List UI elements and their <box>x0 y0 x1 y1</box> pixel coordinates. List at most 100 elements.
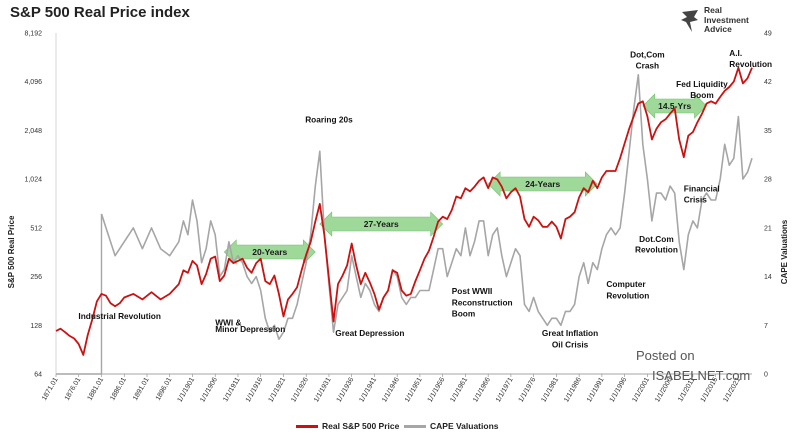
y2-tick-label: 7 <box>764 323 768 330</box>
annotation-label: Great Depression <box>335 328 404 338</box>
annotation-label: Dot,Com <box>630 49 665 59</box>
annotation-label: Revolution <box>635 245 678 255</box>
y2-tick-label: 49 <box>764 31 772 38</box>
annotation-label: Financial <box>684 183 720 193</box>
period-arrow <box>223 239 316 265</box>
watermark-line-1: Posted on <box>636 348 695 363</box>
legend-item-price: Real S&P 500 Price <box>296 421 399 431</box>
legend-label-cape: CAPE Valuations <box>430 421 499 431</box>
x-tick-label: 1/1/1926 <box>290 376 310 403</box>
x-tick-label: 1/1/1906 <box>199 376 219 403</box>
logo-line-3: Advice <box>704 24 732 34</box>
x-tick-label: 1/1/1931 <box>313 376 333 403</box>
legend-item-cape: CAPE Valuations <box>404 421 499 431</box>
y-tick-label: 1,024 <box>24 177 42 184</box>
annotation-label: Boom <box>690 90 714 100</box>
y2-axis-title: CAPE Valuations <box>780 219 789 284</box>
annotation-label: Computer <box>606 279 646 289</box>
annotation-label: Crisis <box>684 194 707 204</box>
y-axis-left: 64 128 256 512 1,024 2,048 4,096 8,192 <box>24 31 42 379</box>
legend-swatch-cape <box>404 424 426 428</box>
x-tick-label: 1/1/1996 <box>609 376 629 403</box>
x-tick-label: 1/1/1986 <box>563 376 583 403</box>
y-tick-label: 256 <box>30 274 42 281</box>
y-axis-right: 0 7 14 21 28 35 42 49 <box>764 31 772 379</box>
period-arrow-label: 24-Years <box>525 179 560 189</box>
legend-label-price: Real S&P 500 Price <box>322 421 400 431</box>
y-tick-label: 8,192 <box>24 31 42 38</box>
logo-line-2: Investment <box>704 14 749 25</box>
annotation-label: Minor Depression <box>215 324 285 334</box>
annotation-label: Dot.Com <box>639 234 674 244</box>
annotation-label: Revolution <box>729 59 772 69</box>
period-arrow <box>487 171 598 197</box>
watermark-line-2: ISABELNET.com <box>652 368 750 383</box>
annotation-label: Great Inflation <box>542 328 598 338</box>
annotation-label: Reconstruction <box>452 297 513 307</box>
period-arrow-label: 20-Years <box>252 247 287 257</box>
annotation-label: Industrial Revolution <box>78 311 161 321</box>
grid-layer <box>55 33 752 375</box>
x-tick-label: 1891.01 <box>132 376 151 402</box>
y-tick-label: 4,096 <box>24 79 42 86</box>
x-tick-label: 1/1/1961 <box>449 376 469 403</box>
y2-tick-label: 35 <box>764 128 772 135</box>
annotation-label: A.I. <box>729 48 742 58</box>
eagle-logo-icon <box>681 10 698 32</box>
annotation-label: Roaring 20s <box>305 114 353 124</box>
x-tick-label: 1896.01 <box>155 376 174 402</box>
logo-line-1: Real <box>704 5 722 15</box>
period-arrow <box>319 211 444 237</box>
x-tick-label: 1/1/1971 <box>495 376 515 403</box>
y-tick-label: 128 <box>30 323 42 330</box>
x-tick-label: 1886.01 <box>109 376 128 402</box>
annotation-label: WWI & <box>215 317 241 327</box>
series-price-line <box>55 66 753 356</box>
annotation-label: Post WWII <box>452 286 493 296</box>
annotation-label: Revolution <box>606 291 649 301</box>
logo: Real Investment Advice <box>680 5 790 40</box>
x-tick-label: 1/1/1941 <box>358 376 378 403</box>
y2-tick-label: 42 <box>764 79 772 86</box>
x-tick-label: 1/1/2001 <box>631 376 651 403</box>
y-tick-label: 2,048 <box>24 128 42 135</box>
annotations: Industrial Revolution WWI &Minor Depressi… <box>78 48 772 350</box>
period-arrow-label: 14.5-Yrs <box>658 101 691 111</box>
x-tick-label: 1/1/1901 <box>177 376 197 403</box>
x-tick-label: 1881.01 <box>87 376 106 402</box>
x-axis: 1871.01 1876.01 1881.01 1886.01 1891.01 1896.… <box>41 374 742 404</box>
y-axis-title: S&P 500 Real Price <box>7 215 16 288</box>
annotation-label: Boom <box>452 309 476 319</box>
y-tick-label: 64 <box>34 372 42 379</box>
x-tick-label: 1/1/1976 <box>518 376 538 403</box>
x-tick-label: 1/1/1981 <box>540 376 560 403</box>
period-arrow <box>642 93 707 119</box>
x-tick-label: 1/1/1936 <box>336 376 356 403</box>
x-tick-label: 1/1/1921 <box>267 376 287 403</box>
x-tick-label: 1/1/1951 <box>404 376 424 403</box>
series-cape-lead <box>56 213 103 375</box>
x-tick-label: 1876.01 <box>64 376 83 402</box>
x-tick-label: 1/1/1946 <box>381 376 401 403</box>
series-layer <box>55 66 753 375</box>
period-arrow-label: 27-Years <box>364 219 399 229</box>
legend-swatch-price <box>296 424 318 428</box>
annotation-label: Fed Liquidity <box>676 79 728 89</box>
y2-tick-label: 14 <box>764 274 772 281</box>
x-tick-label: 1/1/1991 <box>586 376 606 403</box>
annotation-label: Crash <box>636 60 660 70</box>
y-tick-label: 512 <box>30 225 42 232</box>
x-tick-label: 1/1/1916 <box>245 376 265 403</box>
period-arrows: 20-Years 27-Years 24-Years 14.5-Yrs <box>223 93 707 265</box>
legend: Real S&P 500 Price CAPE Valuations <box>0 420 800 436</box>
y2-tick-label: 21 <box>764 225 772 232</box>
x-tick-label: 1871.01 <box>41 376 60 402</box>
x-tick-label: 1/1/1911 <box>222 376 241 403</box>
x-tick-label: 1/1/1956 <box>427 376 447 403</box>
y2-tick-label: 0 <box>764 372 768 379</box>
x-tick-label: 1/1/1966 <box>472 376 492 403</box>
y2-tick-label: 28 <box>764 177 772 184</box>
annotation-label: Oil Crisis <box>552 340 589 350</box>
chart-title: S&P 500 Real Price index <box>10 4 190 21</box>
